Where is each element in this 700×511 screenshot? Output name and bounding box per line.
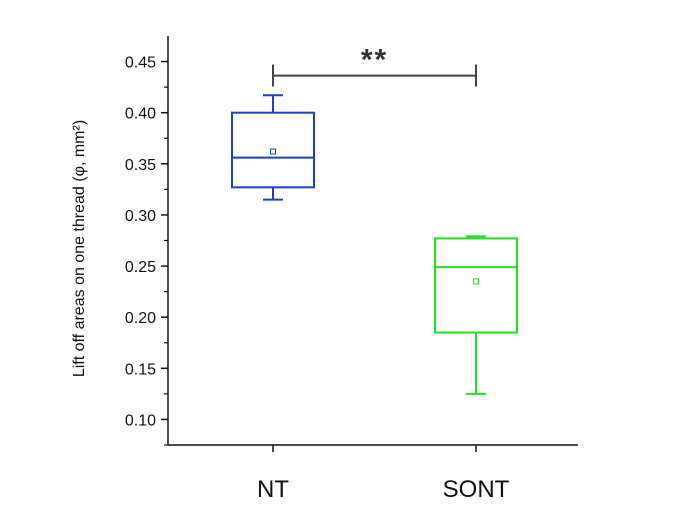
mean-marker <box>270 148 276 155</box>
boxes <box>231 94 518 395</box>
x-ticks: NT SONT <box>257 445 510 503</box>
box-sont <box>434 235 518 395</box>
y-tick-label: 0.10 <box>125 412 156 429</box>
y-ticks: 0.10 0.15 0.20 0.25 0.30 0.35 0.40 0.45 <box>125 55 168 446</box>
mean-marker <box>473 278 479 285</box>
box-nt <box>231 94 315 201</box>
y-tick-label: 0.35 <box>125 157 156 174</box>
y-tick-label: 0.30 <box>125 208 156 225</box>
y-tick-label: 0.25 <box>125 259 156 276</box>
x-category-label: NT <box>257 476 289 503</box>
significance-label: ** <box>361 44 388 77</box>
significance-bracket: ** <box>272 44 477 87</box>
y-tick-label: 0.45 <box>125 55 156 72</box>
y-tick-label: 0.15 <box>125 361 156 378</box>
y-tick-label: 0.20 <box>125 310 156 327</box>
y-axis-title: Lift off areas on one thread (φ, mm²) <box>71 120 88 377</box>
x-category-label: SONT <box>443 476 510 503</box>
iqr-box <box>231 111 315 189</box>
y-tick-label: 0.40 <box>125 106 156 123</box>
iqr-box <box>434 237 518 334</box>
